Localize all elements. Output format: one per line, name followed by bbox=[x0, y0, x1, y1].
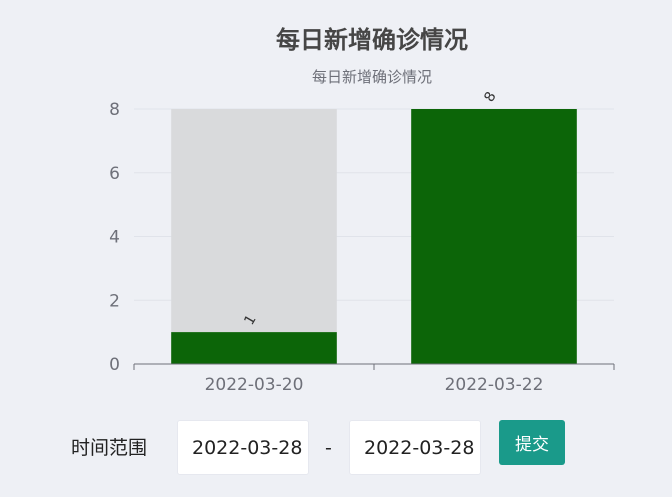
x-tick-label: 2022-03-20 bbox=[205, 375, 304, 395]
y-tick-label: 2 bbox=[109, 291, 120, 311]
time-range-label: 时间范围 bbox=[71, 437, 148, 459]
submit-button[interactable]: 提交 bbox=[499, 420, 565, 465]
background-bar bbox=[171, 109, 337, 364]
chart-subtitle: 每日新增确诊情况 bbox=[311, 68, 432, 86]
y-tick-label: 0 bbox=[109, 355, 120, 375]
y-tick-label: 8 bbox=[109, 100, 120, 120]
data-label: 8 bbox=[481, 89, 499, 105]
range-separator: - bbox=[325, 437, 332, 459]
y-tick-label: 4 bbox=[109, 228, 120, 248]
y-tick-label: 6 bbox=[109, 164, 120, 184]
data-bar bbox=[171, 332, 337, 364]
start-date-input[interactable] bbox=[177, 420, 309, 475]
x-tick-label: 2022-03-22 bbox=[445, 375, 544, 395]
chart-title: 每日新增确诊情况 bbox=[276, 26, 468, 54]
data-bar bbox=[411, 109, 577, 364]
end-date-input[interactable] bbox=[349, 420, 481, 475]
